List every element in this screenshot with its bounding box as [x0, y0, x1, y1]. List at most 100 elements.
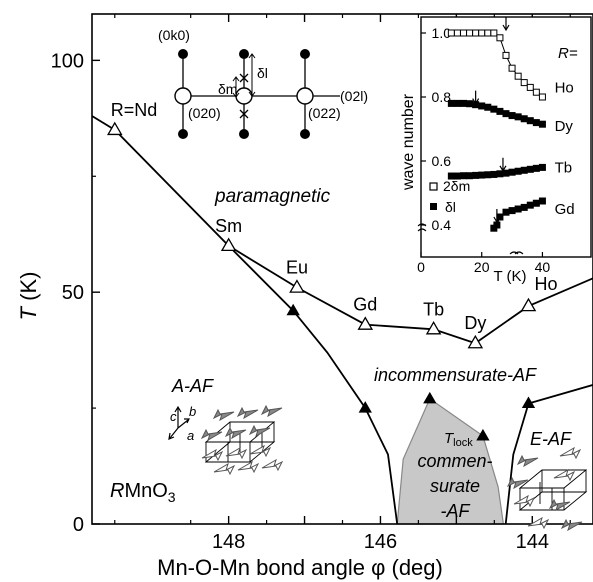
a-af-spin-illustration	[200, 404, 284, 476]
inset-y-tick-label: 0.4	[432, 217, 452, 233]
open-triangle-marker	[520, 297, 537, 312]
inset-marker	[514, 167, 522, 175]
inset-series-label: Gd	[555, 201, 575, 218]
inset-legend-filled-label: δl	[445, 199, 456, 215]
label-e-af: E-AF	[530, 429, 572, 449]
inset-marker	[520, 79, 528, 87]
x-axis-title: Mn-O-Mn bond angle φ (deg)	[157, 555, 443, 580]
open-triangle-marker	[106, 121, 123, 136]
diagram-open-circle	[296, 87, 314, 105]
label-compound: RMnO3	[110, 480, 176, 505]
inset-arrow	[502, 17, 510, 32]
point-label: Eu	[286, 258, 308, 278]
inset-marker	[532, 199, 540, 207]
inset-marker	[508, 168, 516, 176]
inset-series-labels: Ho Dy Tb Gd	[555, 79, 575, 218]
label-incommensurate: incommensurate-AF	[374, 365, 537, 385]
inset-marker	[520, 203, 528, 211]
e-af-spin-illustration	[506, 446, 588, 532]
inset-x-title: T (K)	[493, 268, 526, 285]
x-tick-label: 146	[364, 531, 397, 553]
inset-marker	[496, 107, 504, 115]
inset-series-label: Dy	[555, 118, 574, 135]
inset-series	[447, 29, 546, 232]
y-tick-label: 100	[51, 50, 84, 72]
e-af-transition-line	[504, 384, 593, 525]
inset-marker	[453, 29, 461, 37]
diagram-open-circle	[174, 87, 192, 105]
diagram-cross-marks	[239, 73, 249, 119]
filled-triangle-marker	[423, 391, 437, 404]
label-commensurate-1: commen-	[417, 451, 492, 471]
inset-marker	[496, 170, 504, 178]
inset-marker	[508, 112, 516, 120]
label-tlock: Tlock	[444, 430, 473, 449]
inset-r-symbol: R=	[558, 45, 578, 62]
diagram-label-delta-l: δl	[257, 65, 268, 81]
open-triangle-marker	[425, 320, 442, 335]
tlock-sub: lock	[453, 437, 473, 449]
inset-arrows	[472, 17, 510, 224]
diagram-open-circle	[235, 87, 253, 105]
axis-tick-labels: 148 146 144 0 50 100	[51, 50, 549, 553]
diagram-dot	[300, 49, 310, 59]
inset-marker	[484, 29, 492, 37]
axis-label-c: c	[170, 409, 177, 424]
inset-marker	[447, 99, 455, 107]
diagram-label-02l: (02l)	[340, 88, 368, 104]
inset-marker	[484, 103, 492, 111]
inset-marker	[538, 93, 546, 101]
inset-y-title: wave number	[400, 93, 417, 191]
y-axis-title-symbol: T	[16, 305, 41, 320]
diagram-delta-brackets	[232, 53, 256, 98]
compound-rest: MnO	[124, 480, 167, 502]
inset-y-tick-label: 0.6	[432, 153, 452, 169]
filled-triangle-marker	[521, 396, 536, 409]
inset-arrow	[472, 90, 480, 105]
point-label: Sm	[215, 216, 242, 236]
e-af-spin-arrows	[506, 446, 583, 532]
axis-label-b: b	[189, 404, 196, 419]
point-label: Dy	[464, 313, 486, 333]
inset-marker	[532, 164, 540, 172]
diagram-label-022: (022)	[308, 105, 341, 121]
inset-legend-filled-square	[430, 203, 437, 210]
inset-marker	[508, 207, 516, 215]
inset-marker	[484, 171, 492, 179]
inset-marker	[478, 29, 486, 37]
diagram-dot	[239, 49, 249, 59]
diagram-dot	[178, 129, 188, 139]
diagram-dot	[239, 129, 249, 139]
reciprocal-space-diagram	[174, 49, 340, 139]
inset-tick-labels: 0 20 40 0.4 0.6 0.8 1.0	[417, 25, 550, 275]
diagram-label-0k0: (0k0)	[158, 27, 190, 43]
inset-marker	[496, 213, 504, 221]
inset-marker	[514, 72, 522, 80]
filled-triangle-marker	[358, 401, 372, 413]
diagram-label-020: (020)	[188, 105, 221, 121]
inset-marker	[460, 29, 467, 37]
a-af-spin-arrows	[200, 404, 284, 476]
open-triangle-marker	[220, 237, 237, 252]
point-label: Tb	[423, 299, 444, 319]
inset-marker	[514, 205, 522, 213]
point-label: R=Nd	[111, 100, 158, 120]
label-commensurate-3: -AF	[441, 501, 471, 521]
filled-triangle-marker	[286, 303, 300, 316]
inset-x-tick-label: 40	[535, 259, 551, 275]
inset-marker	[490, 105, 498, 113]
inset-series-label: Tb	[555, 159, 573, 176]
inset-marker	[538, 163, 546, 171]
compound-r: R	[110, 480, 124, 502]
open-triangle-marker	[289, 279, 305, 293]
inset-marker	[526, 201, 534, 209]
inset-marker	[472, 29, 480, 37]
inset-marker	[478, 102, 486, 110]
inset-series-label: Ho	[555, 79, 574, 96]
point-label: Ho	[534, 274, 557, 294]
point-labels: R=Nd Sm Eu Gd Tb Dy Ho	[111, 100, 558, 333]
open-triangle-marker	[467, 334, 484, 349]
inset-arrow	[493, 209, 501, 224]
inset-marker	[466, 100, 474, 108]
a-af-transition-line	[227, 245, 399, 525]
